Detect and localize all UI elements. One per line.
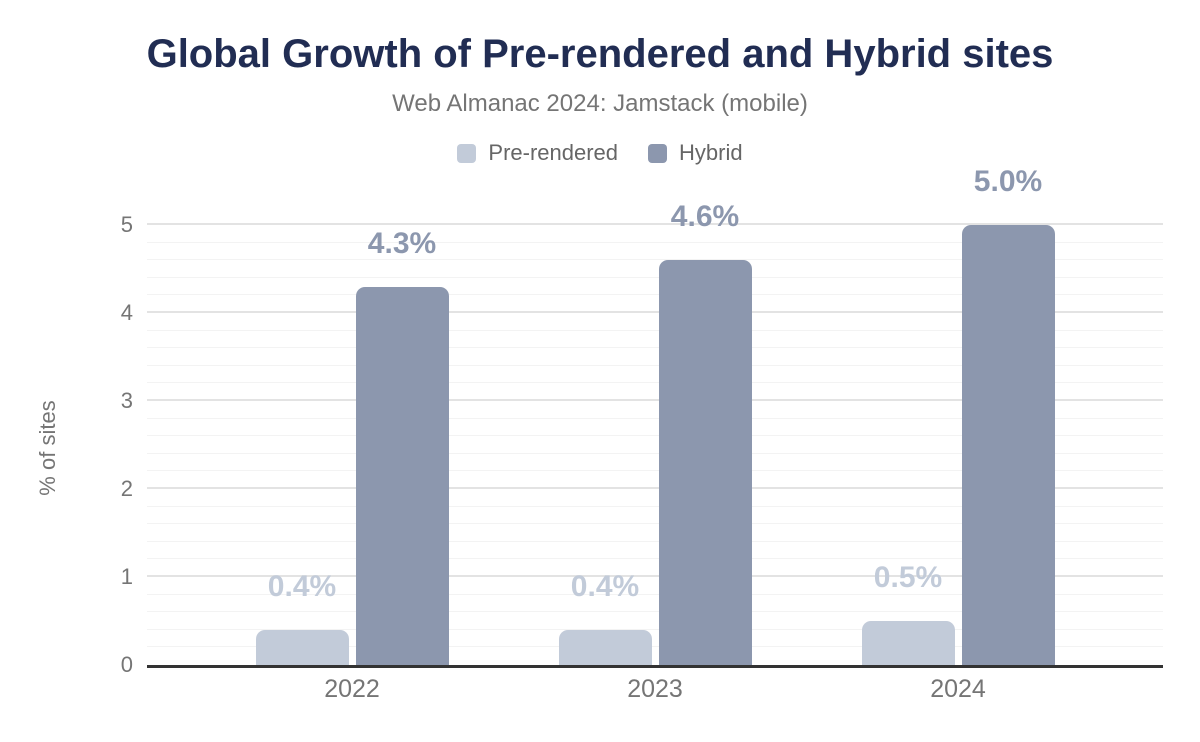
y-tick-3: 3 — [120, 388, 133, 413]
x-tick-2022: 2022 — [324, 675, 380, 703]
gridline-minor-0.4 — [147, 628, 1163, 630]
data-label-hybrid-2022: 4.3% — [367, 227, 437, 260]
y-axis-title: % of sites — [35, 400, 60, 496]
legend-item-hybrid: Hybrid — [648, 140, 743, 166]
legend-label-hybrid: Hybrid — [679, 140, 743, 165]
gridline-minor-0.6 — [147, 611, 1163, 613]
gridline-major-1.0 — [147, 575, 1163, 577]
legend: Pre-rendered Hybrid — [0, 140, 1200, 166]
legend-swatch-pre-rendered — [457, 143, 477, 163]
gridline-minor-2.8 — [147, 417, 1163, 419]
x-tick-2023: 2023 — [627, 675, 683, 703]
y-tick-1: 1 — [120, 564, 133, 589]
gridline-minor-2.2 — [147, 470, 1163, 472]
gridline-minor-1.2 — [147, 558, 1163, 560]
gridline-minor-2.6 — [147, 435, 1163, 437]
data-label-pre-rendered-2022: 0.4% — [267, 570, 337, 603]
data-label-pre-rendered-2024: 0.5% — [873, 561, 943, 594]
gridline-minor-3.6 — [147, 347, 1163, 349]
gridline-minor-4.6 — [147, 259, 1163, 261]
gridline-minor-4.8 — [147, 241, 1163, 243]
plot-area: 0 1 2 3 4 5 2022 0.4% 4.3% 2023 0.4% 4.6% 2024 0.5% 5.… — [121, 167, 1163, 703]
data-label-hybrid-2023: 4.6% — [670, 200, 740, 233]
y-tick-4: 4 — [120, 300, 133, 325]
y-tick-0: 0 — [120, 652, 133, 677]
bar-hybrid-2024 — [961, 225, 1055, 665]
chart-title: Global Growth of Pre-rendered and Hybrid… — [146, 32, 1054, 76]
gridline-minor-4.4 — [147, 276, 1163, 278]
legend-item-pre-rendered: Pre-rendered — [457, 140, 618, 166]
gridline-minor-3.2 — [147, 382, 1163, 384]
gridline-minor-1.8 — [147, 505, 1163, 507]
bar-pre-rendered-2022 — [255, 630, 349, 665]
gridline-minor-3.4 — [147, 364, 1163, 366]
gridline-major-2.0 — [147, 487, 1163, 489]
x-tick-2024: 2024 — [930, 675, 986, 703]
gridline-minor-0.2 — [147, 646, 1163, 648]
bar-hybrid-2022 — [355, 287, 449, 665]
data-label-pre-rendered-2023: 0.4% — [570, 570, 640, 603]
gridline-minor-1.6 — [147, 523, 1163, 525]
data-label-hybrid-2024: 5.0% — [973, 165, 1043, 198]
bar-pre-rendered-2024 — [861, 621, 955, 665]
gridline-minor-4.2 — [147, 294, 1163, 296]
gridline-major-4.0 — [147, 311, 1163, 313]
gridline-major-3.0 — [147, 399, 1163, 401]
legend-label-pre-rendered: Pre-rendered — [488, 140, 619, 165]
bar-hybrid-2023 — [658, 260, 752, 665]
gridline-minor-2.4 — [147, 452, 1163, 454]
chart-subtitle: Web Almanac 2024: Jamstack (mobile) — [392, 90, 808, 117]
legend-swatch-hybrid — [648, 143, 668, 163]
bar-pre-rendered-2023 — [558, 630, 652, 665]
gridline-minor-1.4 — [147, 540, 1163, 542]
y-tick-2: 2 — [120, 476, 133, 501]
y-tick-5: 5 — [120, 212, 133, 237]
gridline-minor-3.8 — [147, 329, 1163, 331]
gridline-minor-0.8 — [147, 593, 1163, 595]
gridline-major-5.0 — [147, 223, 1163, 225]
